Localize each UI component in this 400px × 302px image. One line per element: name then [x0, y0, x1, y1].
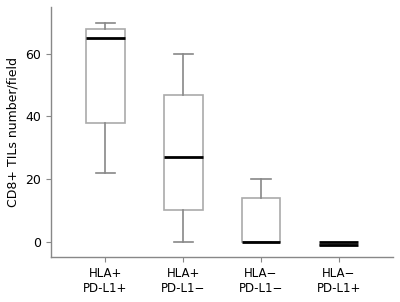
PathPatch shape [242, 198, 280, 242]
PathPatch shape [164, 95, 203, 210]
PathPatch shape [86, 29, 125, 123]
Y-axis label: CD8+ TILs number/field: CD8+ TILs number/field [7, 57, 20, 207]
